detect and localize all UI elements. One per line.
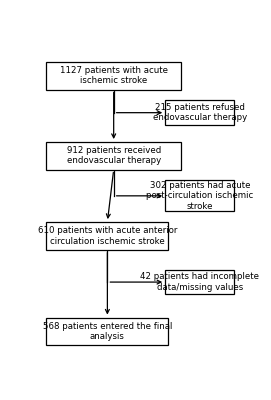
FancyBboxPatch shape xyxy=(47,222,168,250)
Text: 215 patients refused
endovascular therapy: 215 patients refused endovascular therap… xyxy=(153,103,247,122)
Text: 568 patients entered the final
analysis: 568 patients entered the final analysis xyxy=(43,322,172,341)
FancyBboxPatch shape xyxy=(47,62,181,90)
FancyBboxPatch shape xyxy=(165,270,234,294)
FancyBboxPatch shape xyxy=(47,142,181,170)
Text: 42 patients had incomplete
data/missing values: 42 patients had incomplete data/missing … xyxy=(140,272,259,292)
Text: 912 patients received
endovascular therapy: 912 patients received endovascular thera… xyxy=(67,146,161,166)
Text: 302 patients had acute
post-circulation ischemic
stroke: 302 patients had acute post-circulation … xyxy=(146,181,253,211)
Text: 1127 patients with acute
ischemic stroke: 1127 patients with acute ischemic stroke xyxy=(60,66,168,86)
FancyBboxPatch shape xyxy=(165,100,234,125)
FancyBboxPatch shape xyxy=(165,180,234,211)
Text: 610 patients with acute anterior
circulation ischemic stroke: 610 patients with acute anterior circula… xyxy=(38,226,177,246)
FancyBboxPatch shape xyxy=(47,318,168,345)
